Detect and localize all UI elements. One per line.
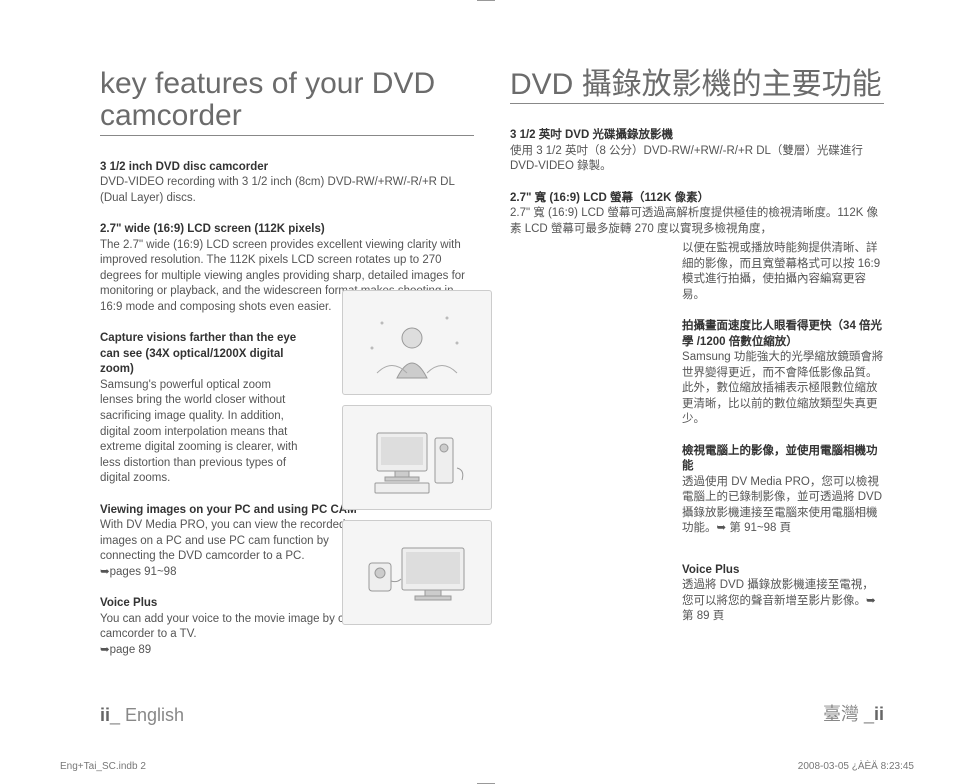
heading-disc: 3 1/2 inch DVD disc camcorder xyxy=(100,161,268,173)
heading-voiceplus: Voice Plus xyxy=(100,597,157,609)
section-voiceplus-zh: Voice Plus 透過將 DVD 攝錄放影機連接至電視，您可以將您的聲音新增… xyxy=(682,563,884,625)
two-column-layout: key features of your DVD camcorder 3 1/2… xyxy=(100,68,884,674)
section-pccam-zh: 檢視電腦上的影像，並使用電腦相機功能 透過使用 DV Media PRO，您可以… xyxy=(682,444,884,537)
illustration-stack xyxy=(342,290,492,625)
footer-right: 臺灣 _ii xyxy=(823,700,884,726)
illustration-girl-snow xyxy=(342,290,492,395)
heading-pccam: Viewing images on your PC and using PC C… xyxy=(100,504,357,516)
crop-mark-top xyxy=(477,0,495,1)
section-lcd-zh: 2.7" 寬 (16:9) LCD 螢幕（112K 像素） 2.7" 寬 (16… xyxy=(510,191,884,238)
meta-timestamp: 2008-03-05 ¿ÀÈÄ 8:23:45 xyxy=(798,761,914,772)
footer-left-page: ii xyxy=(100,705,110,725)
illustration-tv-camcorder xyxy=(342,520,492,625)
body-lcd-zh-2: 以便在監視或播放時能夠提供清晰、詳細的影像，而且寬螢幕格式可以按 16:9 模式… xyxy=(682,242,880,301)
section-lcd-zh-cont: 以便在監視或播放時能夠提供清晰、詳細的影像，而且寬螢幕格式可以按 16:9 模式… xyxy=(682,241,884,303)
heading-disc-zh: 3 1/2 英吋 DVD 光碟攝錄放影機 xyxy=(510,129,673,141)
section-pccam: Viewing images on your PC and using PC C… xyxy=(100,503,369,581)
meta-file: Eng+Tai_SC.indb 2 xyxy=(60,761,146,772)
pageref-pccam: ➥pages 91~98 xyxy=(100,566,176,578)
body-pccam: With DV Media PRO, you can view the reco… xyxy=(100,519,345,562)
body-pccam-zh: 透過使用 DV Media PRO，您可以檢視電腦上的已錄制影像，並可透過將 D… xyxy=(682,476,882,535)
column-english: key features of your DVD camcorder 3 1/2… xyxy=(100,68,474,674)
illustration-desktop-pc xyxy=(342,405,492,510)
footer-left: ii_ English xyxy=(100,705,184,726)
heading-voiceplus-zh: Voice Plus xyxy=(682,564,739,576)
section-zoom: Capture visions farther than the eye can… xyxy=(100,331,302,486)
column-chinese: DVD 攝錄放影機的主要功能 3 1/2 英吋 DVD 光碟攝錄放影機 使用 3… xyxy=(510,68,884,674)
body-zoom-zh: Samsung 功能強大的光學縮放鏡頭會將世界變得更近，而不會降低影像品質。此外… xyxy=(682,351,883,425)
page-title-en: key features of your DVD camcorder xyxy=(100,68,474,136)
heading-lcd-zh: 2.7" 寬 (16:9) LCD 螢幕（112K 像素） xyxy=(510,192,709,204)
heading-lcd: 2.7" wide (16:9) LCD screen (112K pixels… xyxy=(100,223,325,235)
body-disc: DVD-VIDEO recording with 3 1/2 inch (8cm… xyxy=(100,176,454,204)
section-zoom-zh: 拍攝畫面速度比人眼看得更快（34 倍光學 /1200 倍數位縮放） Samsun… xyxy=(682,319,884,428)
body-voiceplus-zh: 透過將 DVD 攝錄放影機連接至電視，您可以將您的聲音新增至影片影像。➥ 第 8… xyxy=(682,579,876,622)
footer-left-lang: _ English xyxy=(110,705,184,725)
manual-page: key features of your DVD camcorder 3 1/2… xyxy=(0,0,954,784)
body-zoom: Samsung's powerful optical zoom lenses b… xyxy=(100,379,298,484)
heading-zoom: Capture visions farther than the eye can… xyxy=(100,332,296,375)
footer-right-page: ii xyxy=(874,704,884,724)
section-disc-zh: 3 1/2 英吋 DVD 光碟攝錄放影機 使用 3 1/2 英吋（8 公分）DV… xyxy=(510,128,884,175)
body-lcd-zh-1: 2.7" 寬 (16:9) LCD 螢幕可透過高解析度提供極佳的檢視清晰度。11… xyxy=(510,207,878,235)
body-disc-zh: 使用 3 1/2 英吋（8 公分）DVD-RW/+RW/-R/+R DL（雙層）… xyxy=(510,145,863,173)
heading-pccam-zh: 檢視電腦上的影像，並使用電腦相機功能 xyxy=(682,445,878,473)
page-title-zh: DVD 攝錄放影機的主要功能 xyxy=(510,68,884,104)
heading-zoom-zh: 拍攝畫面速度比人眼看得更快（34 倍光學 /1200 倍數位縮放） xyxy=(682,320,882,348)
section-disc: 3 1/2 inch DVD disc camcorder DVD-VIDEO … xyxy=(100,160,474,207)
footer-right-lang: 臺灣 _ xyxy=(823,704,874,724)
pageref-voiceplus: ➥page 89 xyxy=(100,644,151,656)
